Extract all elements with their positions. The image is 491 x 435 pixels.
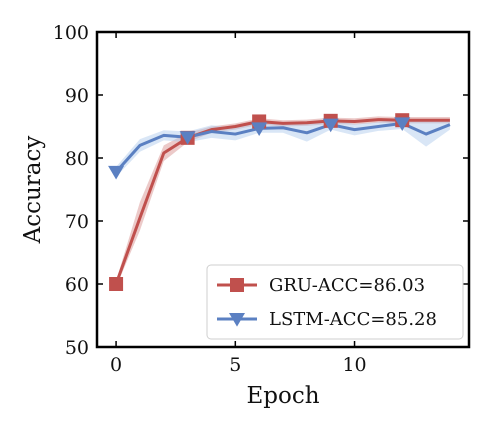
- y-axis-title: Accuracy: [20, 136, 46, 245]
- marker-lstm-9: [322, 118, 339, 133]
- axis-tick-labels: 50 60 70 80 90 100 0 5 10: [53, 22, 367, 376]
- band-gru: [116, 116, 450, 288]
- y-tick-label-80: 80: [65, 148, 89, 170]
- legend: GRU-ACC=86.03 LSTM-ACC=85.28: [206, 264, 464, 340]
- marker-lstm-12: [394, 117, 411, 131]
- y-tick-label-60: 60: [65, 274, 89, 296]
- plot-area-frame: [95, 30, 471, 349]
- x-tick-label-0: 0: [110, 354, 122, 376]
- x-tick-label-5: 5: [229, 354, 241, 376]
- y-tick-label-50: 50: [65, 337, 89, 359]
- y-tick-label-70: 70: [65, 211, 89, 233]
- marker-lstm-6: [251, 122, 268, 136]
- y-tick-label-90: 90: [65, 85, 89, 107]
- confidence-bands: [116, 116, 450, 288]
- legend-label-lstm: LSTM-ACC=85.28: [269, 309, 437, 330]
- x-tick-label-10: 10: [342, 354, 366, 376]
- legend-marker-gru: [230, 278, 244, 292]
- series-lines: [114, 118, 451, 285]
- legend-marker-lstm: [229, 313, 245, 327]
- marker-lstm-3: [179, 131, 196, 145]
- marker-gru-0: [109, 277, 124, 291]
- axis-ticks: [97, 31, 469, 348]
- line-gru: [114, 118, 450, 285]
- legend-label-gru: GRU-ACC=86.03: [269, 275, 425, 296]
- x-axis-title: Epoch: [246, 383, 319, 409]
- legend-box: [206, 264, 464, 340]
- y-tick-label-100: 100: [53, 22, 89, 44]
- series-markers: [108, 113, 411, 291]
- line-lstm: [114, 121, 451, 173]
- marker-lstm-0: [108, 165, 125, 180]
